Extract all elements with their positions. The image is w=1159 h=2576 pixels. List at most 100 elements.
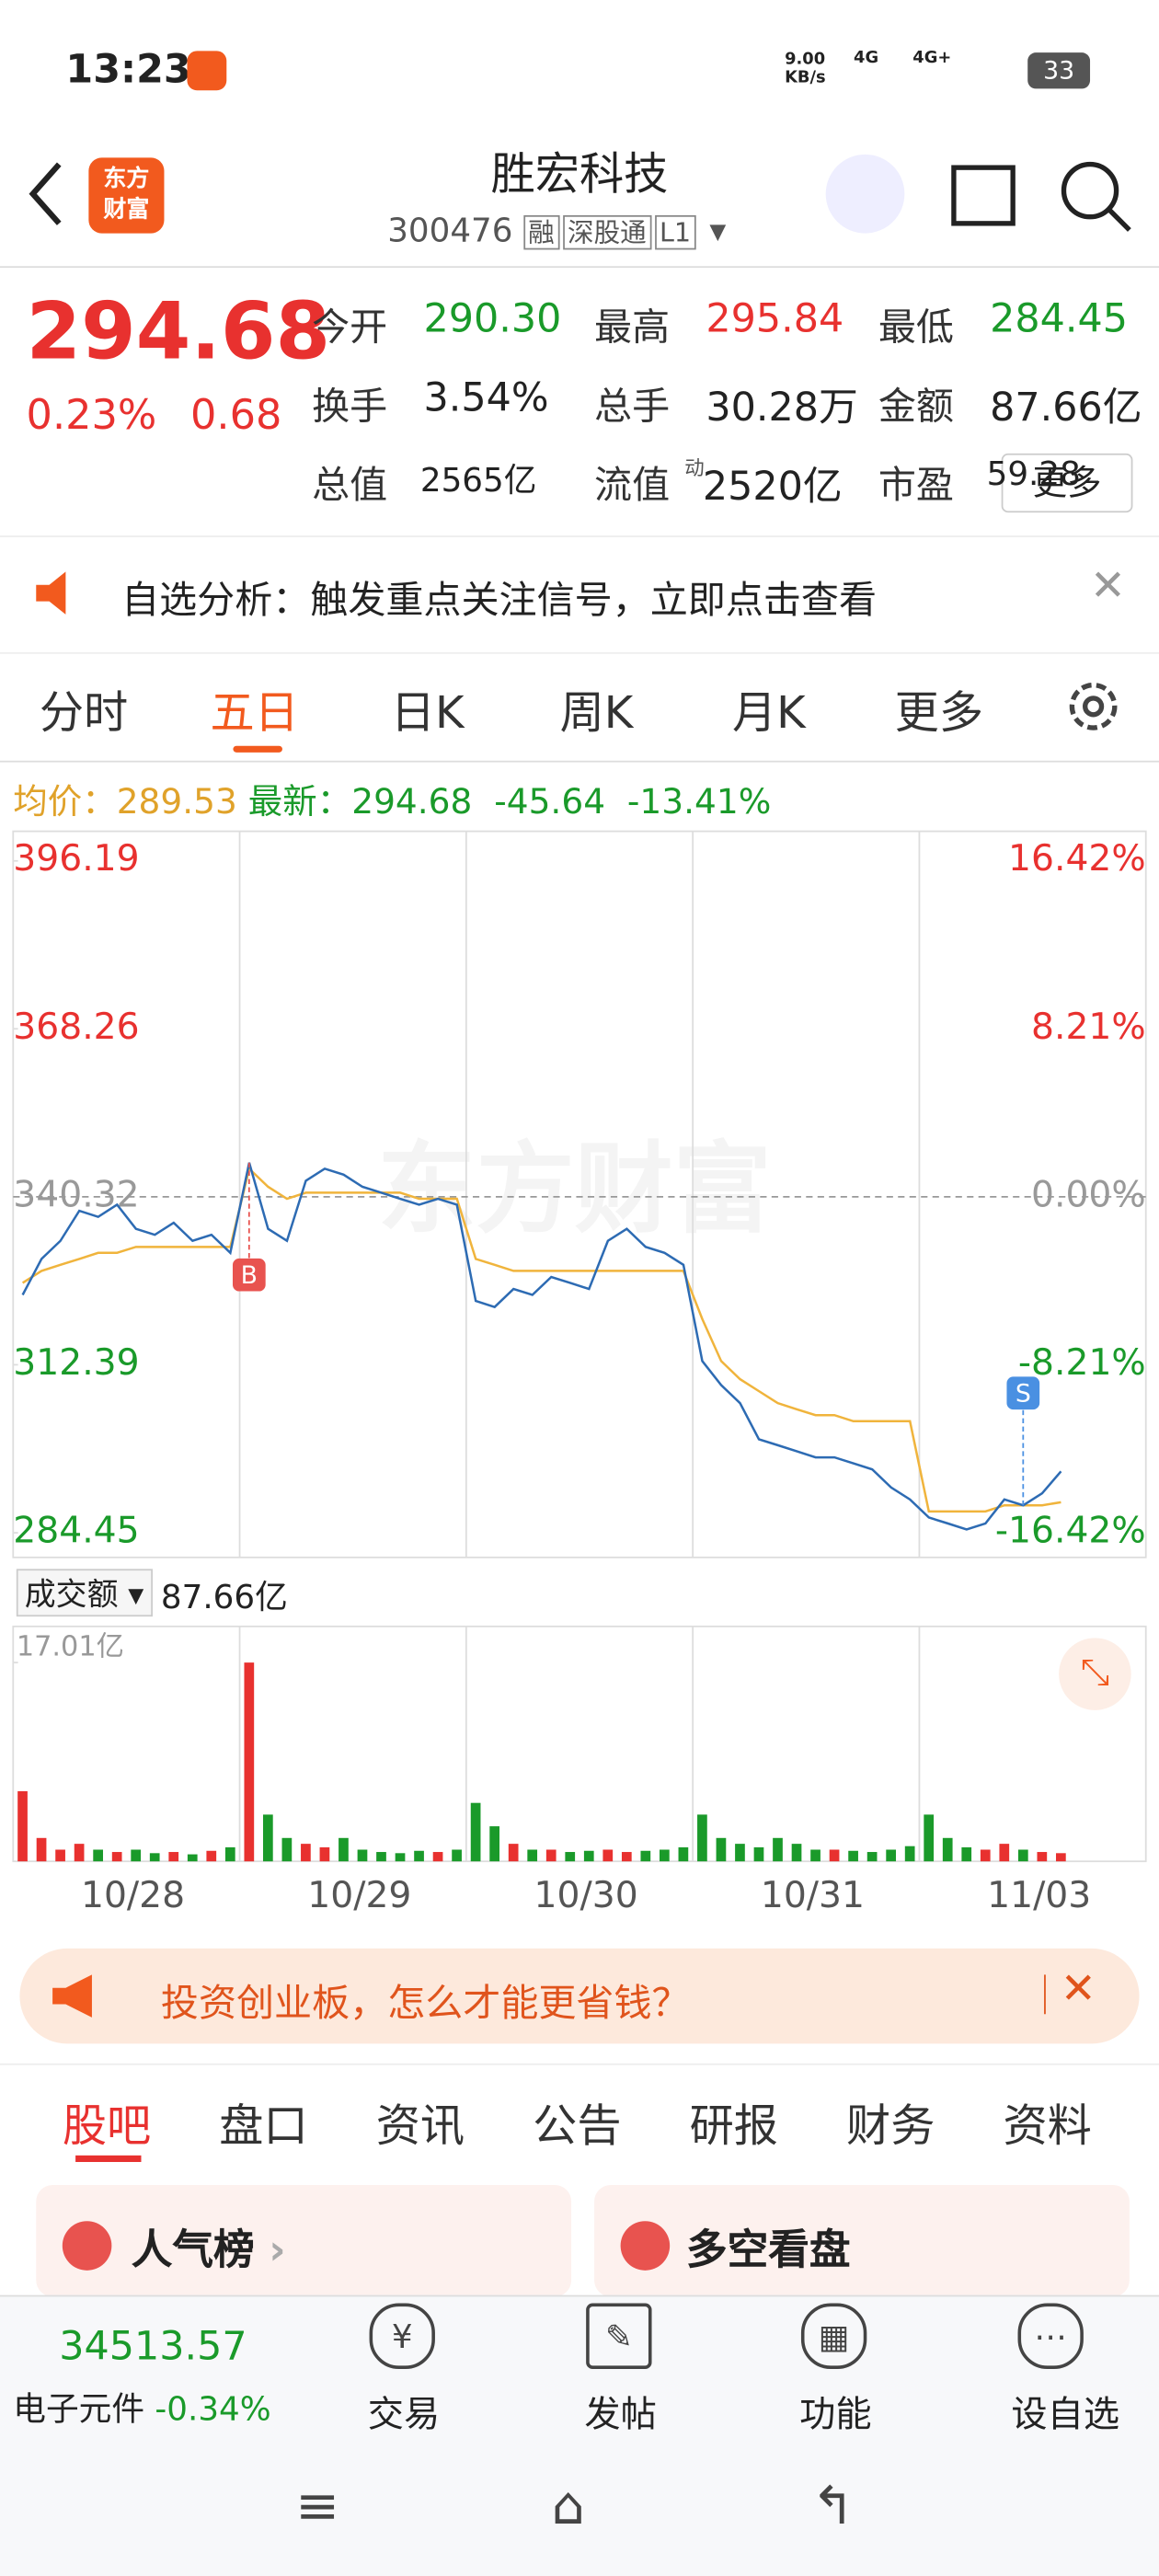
- more-button[interactable]: 更多: [1001, 453, 1133, 513]
- app-icon: [187, 51, 227, 91]
- field-value: 59.28: [986, 453, 1081, 493]
- y-tick-label: 396.19: [13, 838, 139, 880]
- volume-bar: [376, 1852, 386, 1862]
- x-tick-label: 11/03: [987, 1875, 1091, 1916]
- field-value: 295.84: [706, 295, 844, 342]
- section-tab[interactable]: 股吧: [62, 2100, 152, 2153]
- button-label[interactable]: 设自选: [1011, 2395, 1120, 2437]
- megaphone-icon: [52, 1974, 92, 2018]
- ad-bar[interactable]: [19, 1948, 1140, 2044]
- tag: L1: [654, 214, 696, 250]
- search-icon[interactable]: [1061, 161, 1119, 220]
- field-value: 30.28万: [706, 384, 858, 431]
- card-icon: [62, 2221, 112, 2271]
- button-icon[interactable]: ✎: [586, 2303, 652, 2369]
- tab[interactable]: 五日: [210, 688, 299, 740]
- volume-bar: [168, 1852, 179, 1862]
- nav-back[interactable]: ↰: [810, 2474, 855, 2537]
- avg-label: 均价：: [13, 781, 117, 822]
- back-icon[interactable]: [29, 162, 62, 225]
- index: 34513.57: [59, 2322, 247, 2369]
- button-icon[interactable]: ¥: [369, 2303, 435, 2369]
- tab[interactable]: 更多: [894, 688, 984, 740]
- volume-bar: [904, 1846, 915, 1862]
- volume-bar: [866, 1852, 878, 1862]
- pct-label: -16.42%: [995, 1511, 1146, 1552]
- expand[interactable]: ⤡: [1059, 1638, 1131, 1710]
- avg-line: [21, 1166, 1061, 1513]
- section-tab[interactable]: 盘口: [219, 2100, 308, 2153]
- tag: 深股通: [562, 214, 652, 250]
- volume-total: 87.66亿: [160, 1577, 288, 1617]
- chart-frame: [12, 830, 1147, 1558]
- button-icon[interactable]: ▦: [800, 2303, 867, 2369]
- marker-label: B: [241, 1261, 258, 1290]
- button-label[interactable]: 交易: [367, 2395, 441, 2437]
- notice-bar[interactable]: [0, 535, 1159, 654]
- section-tab[interactable]: 资讯: [375, 2100, 465, 2153]
- speed-value: 9.00: [785, 51, 826, 69]
- pct: -13.41%: [626, 781, 772, 822]
- volume-bar: [640, 1850, 651, 1862]
- card[interactable]: [36, 2184, 572, 2297]
- time: 13:23: [65, 45, 191, 92]
- net: 4G: [854, 49, 879, 68]
- volume-bar: [924, 1814, 935, 1862]
- tab[interactable]: 周K: [559, 688, 634, 740]
- stock-code: 300476: [387, 210, 513, 250]
- volume-bar: [452, 1849, 462, 1862]
- share-icon[interactable]: [951, 165, 1016, 226]
- volume-bar: [942, 1837, 953, 1862]
- volume-bar: [565, 1852, 576, 1862]
- volume-label: 成交额: [24, 1577, 119, 1614]
- volume-bar: [111, 1852, 122, 1862]
- volume-bar: [886, 1849, 897, 1862]
- price: 294.68: [26, 285, 331, 378]
- ad: 投资创业板，怎么才能更省钱？: [160, 1983, 690, 2026]
- sector-pct: -0.34%: [155, 2388, 271, 2429]
- tab[interactable]: 日K: [390, 688, 465, 740]
- section-tab[interactable]: 公告: [533, 2100, 622, 2153]
- last: 294.68: [351, 781, 473, 822]
- field-value: 87.66亿: [990, 384, 1142, 431]
- tab[interactable]: 月K: [731, 688, 806, 740]
- nav-home[interactable]: ⌂: [551, 2474, 585, 2537]
- volume-bar: [74, 1844, 85, 1862]
- volume-bar: [36, 1837, 47, 1862]
- volume-bar: [262, 1814, 273, 1862]
- info-row: 均价：289.53 最新：294.68 -45.64 -13.41%: [13, 776, 771, 825]
- card-title: 人气榜 ›: [131, 2225, 286, 2274]
- card-icon: [620, 2221, 671, 2271]
- button-label[interactable]: 功能: [799, 2395, 872, 2437]
- section-tab[interactable]: 财务: [846, 2100, 935, 2153]
- field-label: 总手: [594, 385, 671, 430]
- section-tab[interactable]: 研报: [689, 2100, 778, 2153]
- field-value: 2565亿: [419, 459, 537, 500]
- marker: [232, 1258, 266, 1292]
- section-tab[interactable]: 资料: [1003, 2100, 1092, 2153]
- card-title: 人气榜: [131, 2225, 255, 2274]
- divider: [0, 2063, 1159, 2065]
- volume-bar: [432, 1852, 443, 1862]
- close[interactable]: ✕: [1060, 1964, 1096, 2015]
- pct: 0.23%: [26, 390, 157, 439]
- tab[interactable]: 分时: [39, 688, 129, 740]
- card[interactable]: [594, 2184, 1130, 2297]
- y-tick-label: 368.26: [13, 1006, 139, 1048]
- nav-menu[interactable]: ≡: [295, 2474, 340, 2537]
- close[interactable]: ✕: [1090, 561, 1126, 612]
- settings-icon[interactable]: [1063, 677, 1122, 736]
- volume-bar: [773, 1837, 783, 1862]
- price-line: [21, 1162, 1062, 1531]
- volume-selector[interactable]: 成交额 ▾: [16, 1569, 153, 1617]
- robot-icon[interactable]: [825, 154, 905, 234]
- volume-bar: [55, 1849, 65, 1862]
- button-label[interactable]: 发帖: [584, 2395, 657, 2437]
- volume-bar: [999, 1844, 1010, 1862]
- marker-label: S: [1016, 1380, 1031, 1409]
- volume-bar: [848, 1850, 858, 1862]
- button-icon[interactable]: ⋯: [1017, 2303, 1084, 2369]
- x-tick-label: 10/29: [307, 1875, 411, 1916]
- volume-bar: [281, 1837, 293, 1862]
